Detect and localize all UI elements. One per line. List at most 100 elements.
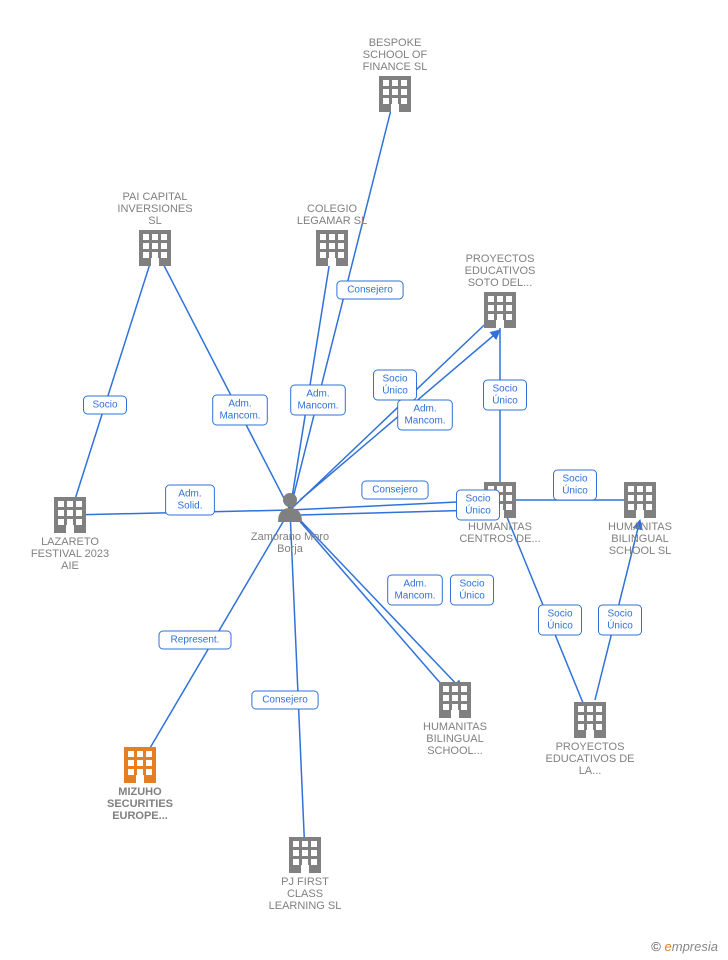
company-node[interactable]: PROYECTOSEDUCATIVOSSOTO DEL...: [465, 253, 536, 328]
node-label: FINANCE SL: [363, 61, 428, 73]
edge-label: Adm.Mancom.: [388, 575, 443, 605]
svg-text:Socio: Socio: [607, 609, 632, 620]
edge: [290, 94, 395, 510]
node-label: CLASS: [287, 888, 323, 900]
edge: [300, 510, 480, 515]
node-label: SOTO DEL...: [468, 277, 533, 289]
svg-text:Socio: Socio: [92, 400, 117, 411]
building-icon: [379, 76, 411, 112]
svg-text:Mancom.: Mancom.: [219, 411, 260, 422]
footer-credit: © empresia: [651, 939, 718, 954]
edge-label: SocioÚnico: [374, 370, 417, 400]
node-label: SECURITIES: [107, 798, 173, 810]
edge-label: Consejero: [362, 481, 428, 499]
node-label: Borja: [277, 543, 304, 555]
node-label: PROYECTOS: [556, 741, 625, 753]
svg-text:Único: Único: [382, 384, 408, 397]
node-label: AIE: [61, 560, 79, 572]
building-icon: [439, 682, 471, 718]
building-icon: [139, 230, 171, 266]
svg-text:Socio: Socio: [459, 579, 484, 590]
node-label: HUMANITAS: [423, 721, 487, 733]
node-label: BILINGUAL: [611, 533, 668, 545]
node-label: EDUCATIVOS DE: [545, 753, 634, 765]
copyright-symbol: ©: [651, 939, 661, 954]
node-label: SL: [148, 215, 161, 227]
svg-text:Único: Único: [465, 504, 491, 517]
company-node[interactable]: BESPOKESCHOOL OFFINANCE SL: [363, 37, 428, 112]
edge: [70, 248, 155, 515]
svg-text:Adm.: Adm.: [403, 579, 426, 590]
svg-text:Socio: Socio: [562, 474, 587, 485]
node-label: PROYECTOS: [466, 253, 535, 265]
svg-text:Adm.: Adm.: [306, 389, 329, 400]
svg-text:Único: Único: [562, 484, 588, 497]
node-label: BESPOKE: [369, 37, 422, 49]
edge-label: SocioÚnico: [451, 575, 494, 605]
node-label: SCHOOL...: [427, 745, 483, 757]
company-node[interactable]: LAZARETOFESTIVAL 2023AIE: [31, 497, 109, 572]
node-label: EUROPE...: [112, 810, 168, 822]
edge-label: Consejero: [337, 281, 403, 299]
node-label: SCHOOL OF: [363, 49, 428, 61]
edge-label: Adm.Solid.: [166, 485, 215, 515]
svg-text:Consejero: Consejero: [372, 485, 418, 496]
building-icon: [484, 292, 516, 328]
svg-text:Mancom.: Mancom.: [394, 591, 435, 602]
node-label: HUMANITAS: [608, 521, 672, 533]
company-node[interactable]: COLEGIOLEGAMAR SL: [297, 203, 367, 266]
node-label: LAZARETO: [41, 536, 99, 548]
building-icon: [624, 482, 656, 518]
svg-text:Único: Único: [492, 394, 518, 407]
node-label: MIZUHO: [118, 786, 162, 798]
edge: [155, 248, 290, 510]
node-label: BILINGUAL: [426, 733, 483, 745]
svg-text:Único: Único: [547, 619, 573, 632]
company-node[interactable]: MIZUHOSECURITIESEUROPE...: [107, 747, 173, 822]
node-label: LEARNING SL: [269, 900, 342, 912]
company-node[interactable]: HUMANITASBILINGUALSCHOOL...: [423, 682, 487, 757]
svg-text:Adm.: Adm.: [228, 399, 251, 410]
company-node[interactable]: HUMANITASBILINGUALSCHOOL SL: [608, 482, 672, 557]
company-node[interactable]: PJ FIRSTCLASSLEARNING SL: [269, 837, 342, 912]
company-node[interactable]: PAI CAPITALINVERSIONESSL: [117, 191, 192, 266]
node-label: EDUCATIVOS: [465, 265, 536, 277]
svg-text:Consejero: Consejero: [347, 285, 393, 296]
edge-label: Adm.Mancom.: [398, 400, 453, 430]
brand-initial: e: [665, 939, 672, 954]
svg-text:Socio: Socio: [382, 374, 407, 385]
edge: [290, 248, 332, 510]
node-label: INVERSIONES: [117, 203, 192, 215]
building-icon: [574, 702, 606, 738]
brand-rest: mpresia: [672, 939, 718, 954]
network-diagram: BESPOKESCHOOL OFFINANCE SL PAI CAPITALINV…: [0, 0, 728, 960]
svg-text:Adm.: Adm.: [178, 489, 201, 500]
svg-text:Mancom.: Mancom.: [404, 416, 445, 427]
node-label: LEGAMAR SL: [297, 215, 367, 227]
company-node[interactable]: PROYECTOSEDUCATIVOS DELA...: [545, 702, 634, 777]
edge-label: Represent.: [159, 631, 231, 649]
building-icon: [54, 497, 86, 533]
node-label: PAI CAPITAL: [122, 191, 187, 203]
svg-text:Solid.: Solid.: [177, 501, 202, 512]
node-label: COLEGIO: [307, 203, 358, 215]
svg-text:Único: Único: [459, 589, 485, 602]
svg-text:Socio: Socio: [465, 494, 490, 505]
svg-text:Único: Único: [607, 619, 633, 632]
node-label: CENTROS DE...: [459, 533, 540, 545]
edge: [290, 510, 305, 855]
edge-label: Socio: [84, 396, 127, 414]
building-icon: [124, 747, 156, 783]
svg-text:Adm.: Adm.: [413, 404, 436, 415]
svg-text:Consejero: Consejero: [262, 695, 308, 706]
building-icon: [316, 230, 348, 266]
edge-label: SocioÚnico: [457, 490, 500, 520]
node-label: Zamorano Moro: [251, 531, 329, 543]
node-label: SCHOOL SL: [609, 545, 672, 557]
edge-label: Adm.Mancom.: [291, 385, 346, 415]
building-icon: [289, 837, 321, 873]
svg-text:Socio: Socio: [547, 609, 572, 620]
edge-label: SocioÚnico: [599, 605, 642, 635]
node-label: LA...: [579, 765, 602, 777]
svg-text:Mancom.: Mancom.: [297, 401, 338, 412]
